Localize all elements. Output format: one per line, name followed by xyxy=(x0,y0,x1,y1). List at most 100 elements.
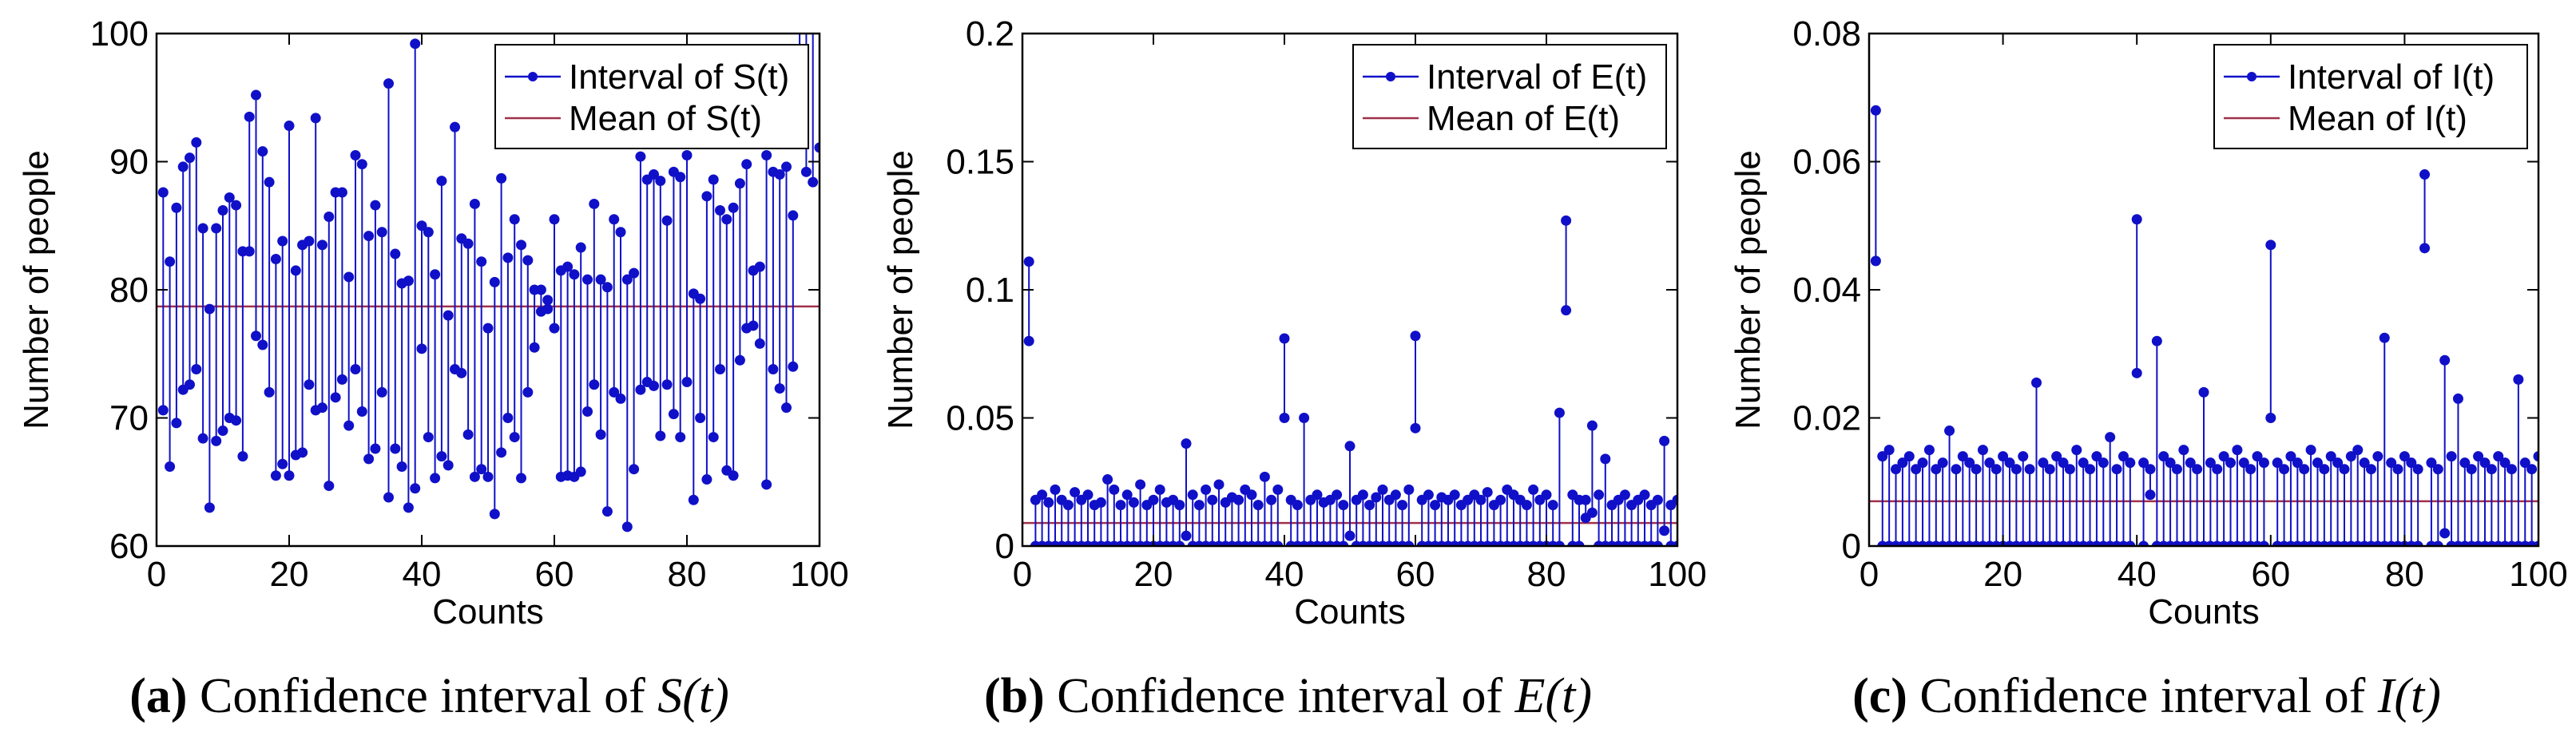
interval-upper-point xyxy=(788,210,799,221)
interval-upper-point xyxy=(1174,500,1185,511)
interval-upper-point xyxy=(2426,457,2437,469)
interval-upper-point xyxy=(251,89,261,101)
interval-upper-point xyxy=(1984,457,1995,469)
interval-lower-point xyxy=(376,386,387,398)
interval-lower-point xyxy=(609,386,620,398)
interval-upper-point xyxy=(1115,500,1126,511)
interval-upper-point xyxy=(2232,445,2243,456)
interval-lower-point xyxy=(1870,255,1881,267)
interval-upper-point xyxy=(197,223,208,234)
interval-upper-point xyxy=(1449,489,1460,501)
interval-upper-point xyxy=(2044,464,2055,475)
interval-lower-point xyxy=(1586,507,1598,518)
interval-upper-point xyxy=(1659,435,1670,446)
interval-upper-point xyxy=(2205,457,2216,469)
interval-upper-point xyxy=(1521,500,1532,511)
interval-upper-point xyxy=(1292,500,1303,511)
interval-upper-point xyxy=(1652,494,1663,505)
interval-lower-point xyxy=(277,458,288,469)
interval-upper-point xyxy=(535,284,546,295)
interval-upper-point xyxy=(1095,497,1106,508)
interval-upper-point xyxy=(2051,451,2062,462)
interval-upper-point xyxy=(1187,489,1198,501)
interval-upper-point xyxy=(2519,457,2530,469)
interval-upper-point xyxy=(436,176,447,187)
interval-lower-point xyxy=(2138,540,2149,546)
interval-upper-point xyxy=(1639,489,1650,501)
interval-lower-point xyxy=(496,447,507,458)
interval-lower-point xyxy=(768,364,779,375)
interval-upper-point xyxy=(2245,464,2256,475)
interval-lower-point xyxy=(217,425,228,437)
interval-upper-point xyxy=(2352,445,2364,456)
interval-upper-point xyxy=(1154,484,1165,495)
interval-upper-point xyxy=(1357,489,1368,501)
interval-lower-point xyxy=(708,432,719,443)
interval-upper-point xyxy=(469,198,480,209)
interval-upper-point xyxy=(741,159,752,170)
interval-lower-point xyxy=(655,430,666,441)
interval-lower-point xyxy=(675,432,686,443)
interval-lower-point xyxy=(509,432,520,443)
interval-upper-point xyxy=(2359,457,2370,469)
interval-upper-point xyxy=(1619,489,1630,501)
interval-upper-point xyxy=(808,176,819,188)
interval-upper-point xyxy=(1082,489,1094,501)
y-axis-label: Number of people xyxy=(1729,150,1768,429)
interval-upper-point xyxy=(2486,464,2497,475)
interval-lower-point xyxy=(284,470,295,481)
interval-lower-point xyxy=(244,246,255,257)
interval-upper-point xyxy=(595,274,606,285)
interval-upper-point xyxy=(231,200,242,211)
interval-lower-point xyxy=(211,435,222,446)
interval-upper-point xyxy=(2198,386,2209,398)
interval-upper-point xyxy=(2004,457,2015,469)
interval-upper-point xyxy=(1957,451,1968,462)
interval-lower-point xyxy=(754,338,765,349)
interval-upper-point xyxy=(502,252,514,263)
interval-upper-point xyxy=(2513,374,2524,385)
interval-lower-point xyxy=(781,402,792,414)
interval-lower-point xyxy=(728,470,739,481)
interval-lower-point xyxy=(430,473,441,484)
interval-upper-point xyxy=(582,274,593,285)
interval-upper-point xyxy=(1135,479,1146,490)
interval-upper-point xyxy=(1201,484,1212,495)
interval-upper-point xyxy=(390,248,401,259)
interval-upper-point xyxy=(171,202,182,213)
interval-upper-point xyxy=(754,261,765,272)
interval-lower-point xyxy=(668,409,679,420)
interval-upper-point xyxy=(1911,464,1922,475)
interval-upper-point xyxy=(2064,464,2075,475)
interval-lower-point xyxy=(615,393,626,404)
interval-upper-point xyxy=(1430,500,1441,511)
interval-upper-point xyxy=(1181,438,1192,449)
interval-lower-point xyxy=(363,453,375,465)
interval-lower-point xyxy=(629,464,640,475)
interval-lower-point xyxy=(297,447,308,458)
interval-lower-point xyxy=(649,380,659,391)
interval-lower-point xyxy=(396,461,407,472)
interval-upper-point xyxy=(1937,457,1948,469)
interval-upper-point xyxy=(1410,331,1421,342)
interval-upper-point xyxy=(2218,451,2229,462)
interval-upper-point xyxy=(2131,214,2142,225)
interval-upper-point xyxy=(476,256,487,267)
caption-math: E(t) xyxy=(1514,668,1592,723)
interval-lower-point xyxy=(191,364,202,375)
legend-label-mean: Mean of E(t) xyxy=(1427,99,1620,138)
interval-upper-point xyxy=(1897,457,1908,469)
interval-lower-point xyxy=(410,483,421,494)
interval-upper-point xyxy=(416,220,427,232)
interval-upper-point xyxy=(1403,484,1415,495)
caption-tag: (b) xyxy=(984,668,1045,723)
interval-lower-point xyxy=(237,451,248,462)
interval-upper-point xyxy=(814,142,820,153)
interval-upper-point xyxy=(1233,494,1244,505)
interval-upper-point xyxy=(2010,464,2022,475)
interval-lower-point xyxy=(489,509,500,520)
interval-upper-point xyxy=(284,121,295,132)
interval-lower-point xyxy=(688,494,699,505)
interval-upper-point xyxy=(356,159,367,170)
interval-upper-point xyxy=(1672,494,1677,505)
